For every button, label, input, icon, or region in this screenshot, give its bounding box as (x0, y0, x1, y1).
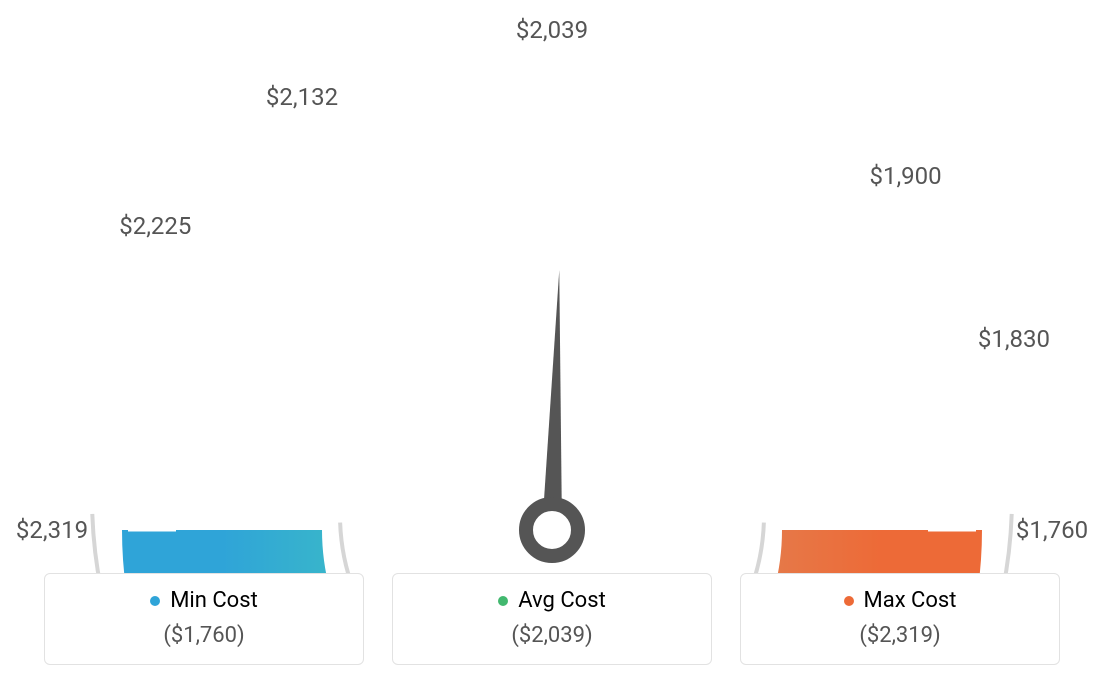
legend-max-card: Max Cost ($2,319) (740, 573, 1060, 665)
chart-container: $1,760 $1,830 $1,900 $2,039 $2,132 $2,225 $2,3… (0, 0, 1104, 690)
dot-icon (150, 596, 160, 606)
gauge-tick-label: $2,225 (119, 212, 191, 240)
legend-max-label: Max Cost (864, 588, 957, 613)
legend-avg-card: Avg Cost ($2,039) (392, 573, 712, 665)
legend-min-title: Min Cost (150, 588, 258, 613)
legend-avg-title: Avg Cost (498, 588, 606, 613)
dot-icon (844, 596, 854, 606)
dot-icon (498, 596, 508, 606)
legend-min-value: ($1,760) (55, 623, 353, 648)
gauge-tick-label: $1,830 (978, 325, 1050, 353)
gauge-tick-label: $1,760 (1016, 516, 1088, 544)
gauge-svg (0, 30, 1104, 590)
gauge-tick-label: $2,132 (266, 83, 338, 111)
gauge-tick-label: $1,900 (869, 162, 941, 190)
gauge-chart: $1,760$1,830$1,900$2,039$2,132$2,225$2,3… (0, 30, 1104, 590)
legend-max-value: ($2,319) (751, 623, 1049, 648)
legend-min-label: Min Cost (170, 588, 258, 613)
legend-row: Min Cost ($1,760) Avg Cost ($2,039) Max … (44, 573, 1060, 665)
gauge-tick-label: $2,039 (516, 16, 588, 44)
legend-min-card: Min Cost ($1,760) (44, 573, 364, 665)
legend-max-title: Max Cost (844, 588, 957, 613)
legend-avg-label: Avg Cost (518, 588, 606, 613)
legend-avg-value: ($2,039) (403, 623, 701, 648)
gauge-tick-label: $2,319 (16, 516, 88, 544)
